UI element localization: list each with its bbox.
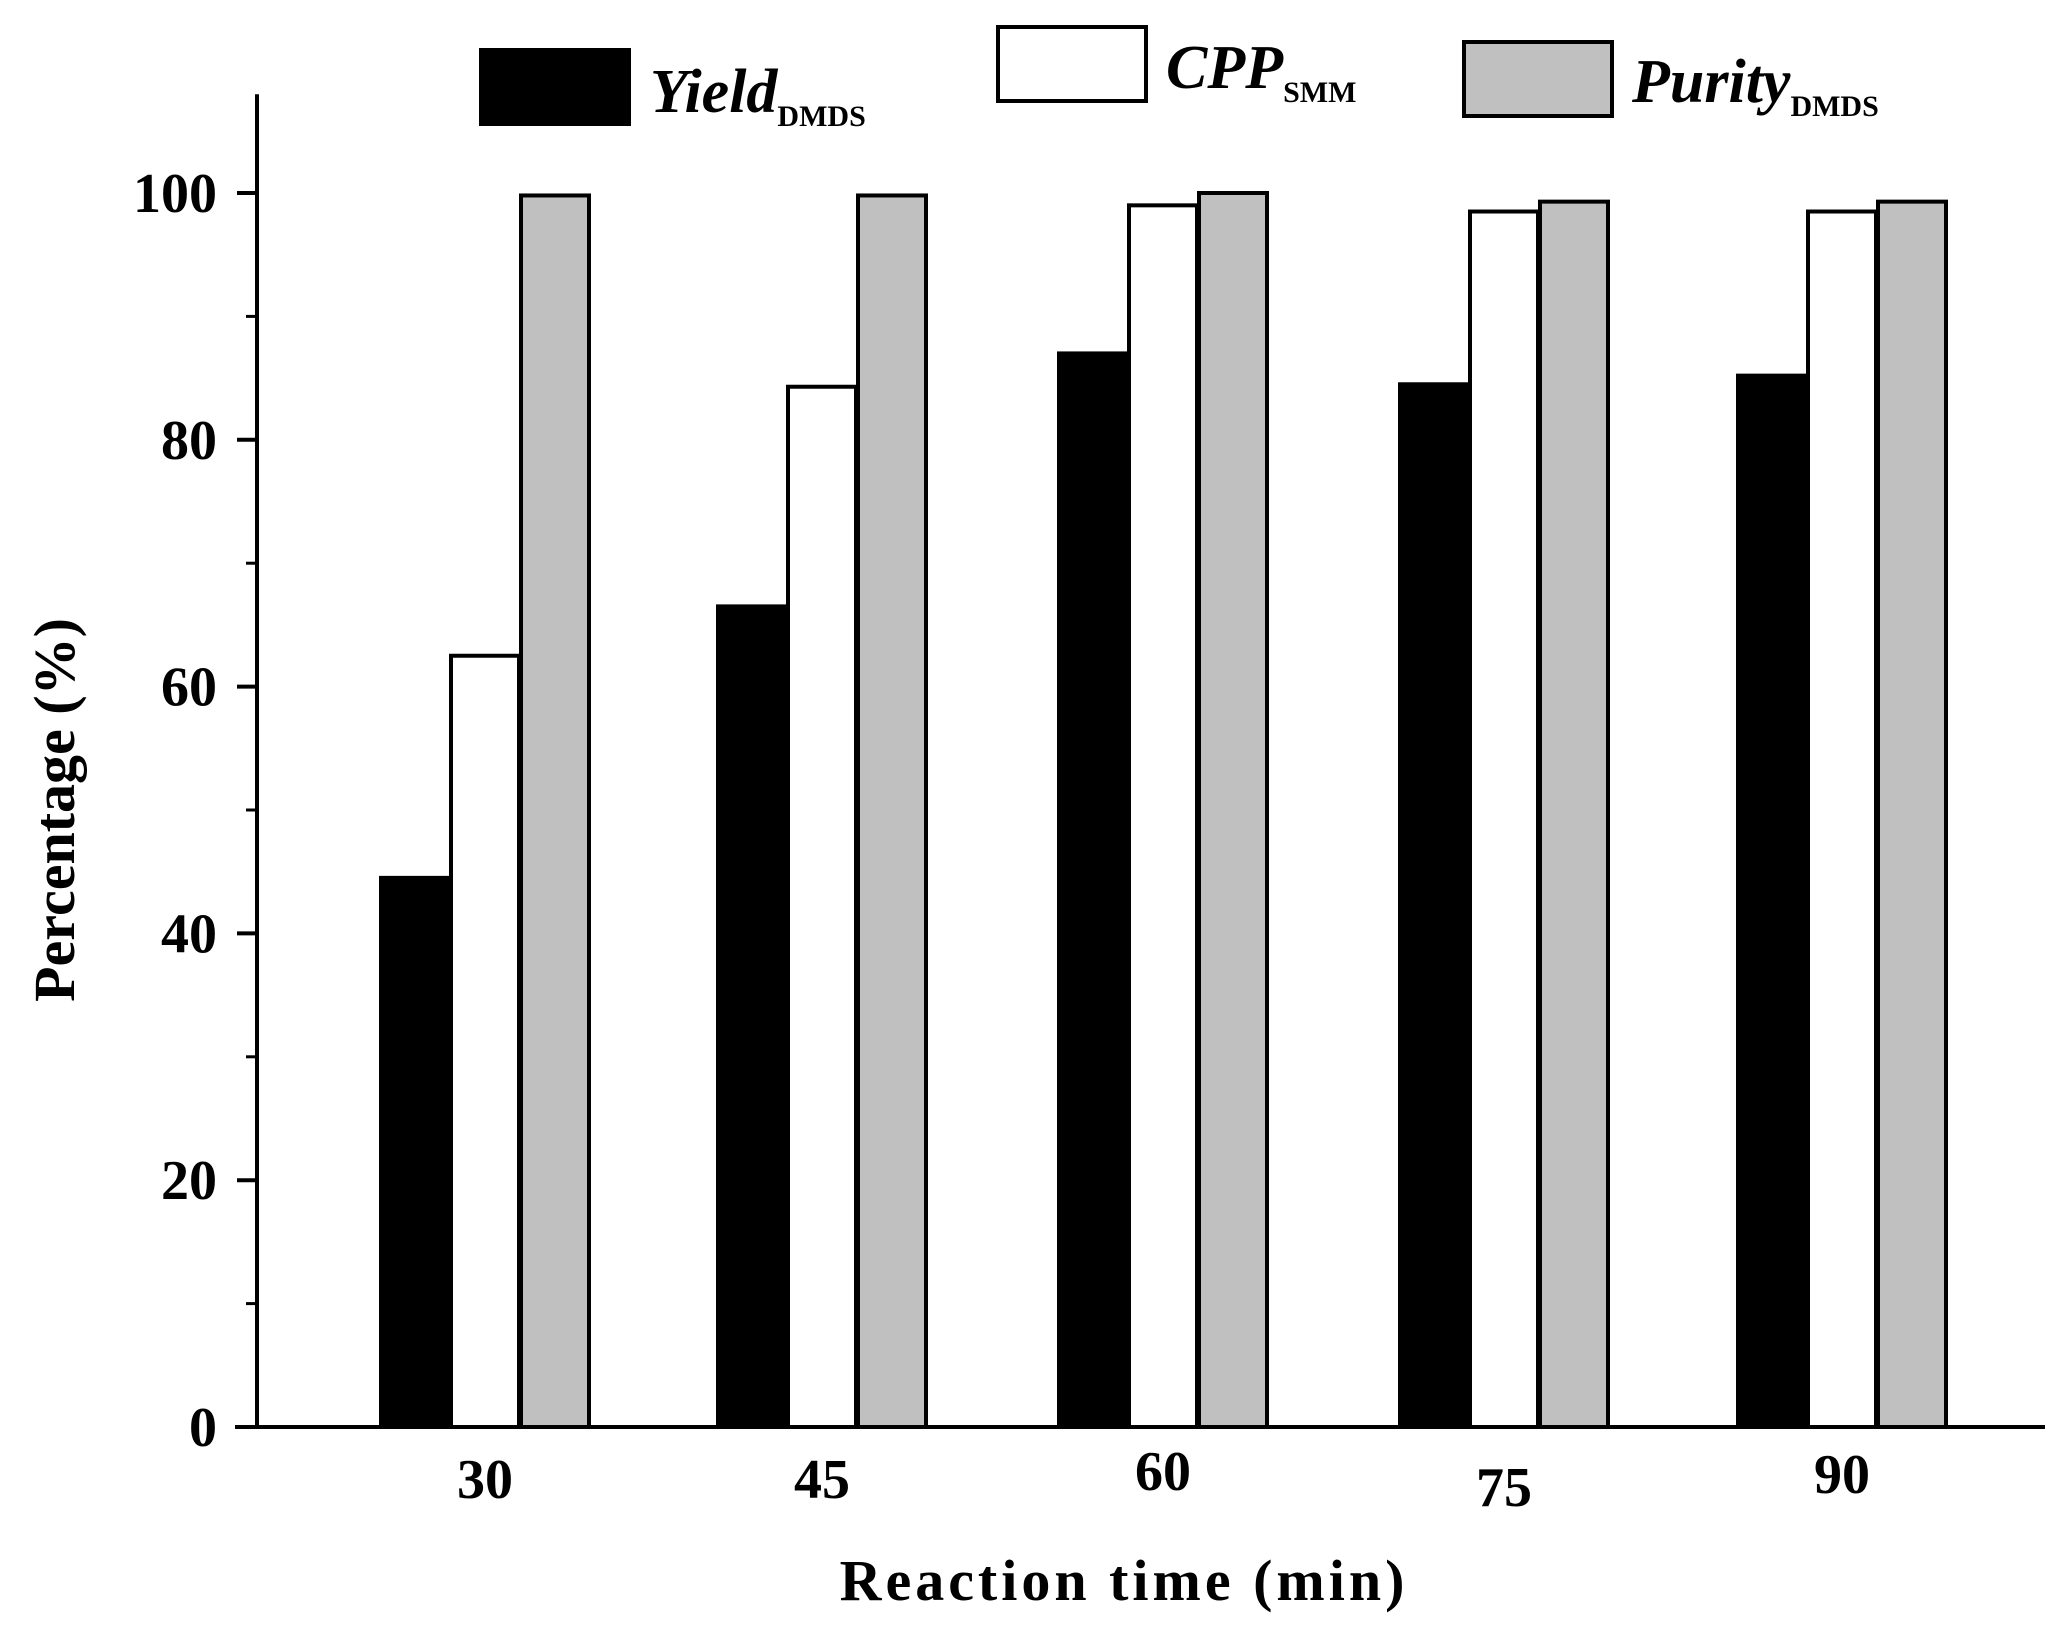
bar-purity-45 [856,193,928,1429]
bar-cpp-75 [1468,209,1540,1429]
y-tick-label: 60 [161,657,217,719]
legend-label-subscript: SMM [1283,76,1356,109]
x-tick-label: 45 [794,1449,850,1511]
y-tick-label: 0 [189,1397,217,1459]
bar-yield-75 [1398,382,1470,1429]
bar-yield-90 [1736,373,1808,1430]
legend-swatch-cpp [996,25,1148,103]
bar-purity-75 [1538,199,1610,1430]
x-tick-label: 60 [1135,1441,1191,1503]
x-tick-label: 90 [1814,1444,1870,1506]
bar-cpp-60 [1127,203,1199,1430]
y-ticks: 0 20 40 60 80 100 [133,163,257,1459]
legend-swatch-purity [1462,40,1614,118]
x-tick-label: 75 [1476,1457,1532,1519]
legend-label-subscript: DMDS [777,100,865,133]
y-tick-label: 20 [161,1150,217,1212]
legend-label-main: Purity [1631,48,1791,116]
legend-label-purity: PurityDMDS [1631,48,1879,123]
y-axis-title: Percentage (%) [22,618,87,1002]
legend-label-main: CPP [1166,34,1284,102]
legend-swatch-yield [479,48,631,126]
legend-label-yield: YieldDMDS [650,58,866,133]
y-tick-label: 40 [161,903,217,965]
bar-yield-60 [1057,351,1129,1429]
x-ticks: 30 45 60 75 90 [457,1441,1870,1519]
bars [379,191,1948,1430]
y-tick-label: 100 [133,163,217,225]
bar-purity-30 [519,193,591,1429]
legend-label-main: Yield [650,58,778,126]
bar-purity-90 [1876,199,1948,1430]
x-tick-label: 30 [457,1449,513,1511]
bar-cpp-90 [1806,209,1878,1429]
bar-purity-60 [1197,191,1269,1429]
legend-label-cpp: CPPSMM [1166,34,1356,109]
y-tick-label: 80 [161,410,217,472]
bar-yield-45 [716,604,788,1429]
bar-cpp-45 [786,384,858,1429]
bar-yield-30 [379,875,451,1429]
bar-cpp-30 [449,653,521,1429]
legend-label-subscript: DMDS [1790,90,1878,123]
x-axis-title: Reaction time (min) [840,1548,1409,1613]
